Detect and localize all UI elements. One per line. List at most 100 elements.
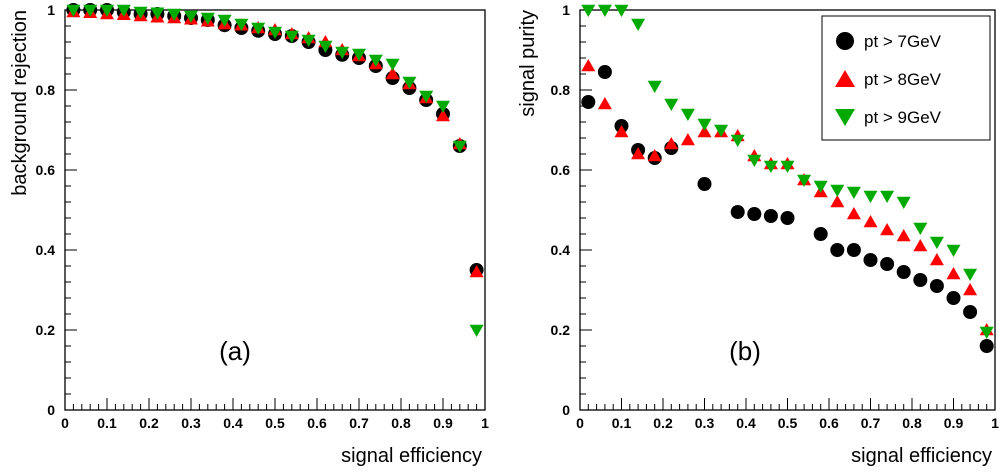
x-tick-label: 0.4 [736, 415, 756, 431]
point-pt9 [697, 118, 712, 131]
point-pt9 [647, 80, 662, 93]
point-pt9 [284, 30, 299, 43]
point-pt9 [896, 196, 911, 209]
point-pt7 [979, 339, 994, 353]
panel-a-background-rejection: 0 0.1 0.2 0.3 0.4 0.5 0.6 0.7 0.8 0.9 1 0 0.2 0.4 0.6 0… [9, 2, 489, 467]
point-pt9 [452, 140, 467, 153]
x-tick-label: 0.3 [695, 415, 715, 431]
point-pt8 [697, 125, 712, 138]
point-pt8 [631, 147, 646, 160]
point-pt8 [846, 207, 861, 220]
point-pt9 [116, 4, 131, 17]
point-pt9 [133, 6, 148, 19]
legend-label: pt > 8GeV [864, 70, 942, 89]
point-pt8 [929, 253, 944, 266]
point-pt9 [880, 190, 895, 203]
point-pt8 [880, 223, 895, 236]
point-pt9 [352, 48, 366, 61]
point-pt9 [929, 236, 944, 249]
point-pt7 [813, 227, 828, 241]
point-pt9 [83, 4, 98, 17]
x-tick-label: 0.2 [653, 415, 673, 431]
point-pt7 [780, 211, 795, 225]
x-tick-label: 0 [576, 415, 584, 431]
point-pt9 [184, 10, 198, 23]
point-pt9 [863, 190, 878, 203]
point-pt8 [946, 267, 961, 280]
point-pt9 [200, 12, 215, 25]
point-pt9 [301, 34, 316, 47]
point-pt8 [896, 229, 911, 242]
point-pt7 [763, 209, 778, 223]
point-pt9 [631, 18, 646, 31]
y-tick-label: 0.8 [36, 82, 56, 98]
legend-label: pt > 7GeV [864, 32, 942, 51]
point-pt7 [697, 177, 712, 191]
point-pt7 [747, 207, 762, 221]
panel-a-frame [64, 9, 486, 411]
x-tick-label: 0 [61, 415, 69, 431]
point-pt7 [846, 243, 861, 257]
point-pt8 [614, 125, 629, 138]
y-tick-label: 0.4 [36, 242, 56, 258]
panel-a-y-axis-title: background rejection [9, 10, 31, 196]
x-tick-label: 0.5 [265, 415, 285, 431]
point-pt8 [863, 215, 878, 228]
point-pt8 [385, 67, 400, 80]
point-pt8 [913, 239, 928, 252]
point-pt7 [946, 291, 961, 305]
x-tick-label: 0.7 [861, 415, 881, 431]
legend-marker-triangle-down [835, 109, 855, 126]
point-pt8 [963, 283, 978, 296]
x-tick-label: 0.3 [181, 415, 201, 431]
point-pt9 [66, 4, 81, 17]
point-pt9 [150, 7, 165, 20]
legend-marker-circle [836, 32, 854, 50]
point-pt9 [469, 324, 484, 337]
point-pt9 [730, 134, 745, 147]
legend-item-pt9: pt > 9GeV [835, 108, 942, 127]
panel-b-points [581, 4, 994, 353]
point-pt9 [763, 160, 778, 173]
point-pt7 [863, 253, 878, 267]
point-pt7 [597, 65, 612, 79]
point-pt7 [830, 243, 845, 257]
panel-b-tick-labels: 0 0.1 0.2 0.3 0.4 0.5 0.6 0.7 0.8 0.9 1 0 0.2 0.4 0.6 0… [551, 2, 1000, 431]
point-pt9 [100, 4, 114, 17]
panel-a-points [66, 3, 484, 337]
point-pt9 [664, 98, 679, 111]
point-pt7 [896, 265, 911, 279]
point-pt7 [963, 305, 978, 319]
point-pt9 [714, 124, 729, 137]
point-pt8 [581, 59, 596, 72]
point-pt9 [946, 244, 961, 257]
x-tick-label: 0.2 [139, 415, 159, 431]
x-tick-label: 0.8 [391, 415, 411, 431]
x-tick-label: 1 [991, 415, 999, 431]
point-pt9 [581, 4, 596, 17]
panel-a-tick-labels: 0 0.1 0.2 0.3 0.4 0.5 0.6 0.7 0.8 0.9 1 0 0.2 0.4 0.6 0… [36, 2, 490, 431]
x-tick-label: 0.7 [349, 415, 369, 431]
point-pt7 [913, 273, 928, 287]
point-pt9 [963, 268, 978, 281]
legend-item-pt7: pt > 7GeV [836, 32, 942, 51]
point-pt9 [436, 100, 450, 113]
point-pt7 [929, 279, 944, 293]
point-pt9 [335, 46, 350, 59]
point-pt8 [436, 109, 450, 122]
point-pt8 [664, 137, 679, 150]
legend-marker-triangle-up [835, 70, 855, 87]
x-tick-label: 0.8 [902, 415, 922, 431]
point-pt9 [597, 4, 612, 17]
point-pt9 [614, 4, 629, 17]
point-pt7 [730, 205, 745, 219]
point-pt8 [830, 195, 845, 208]
y-tick-label: 1 [562, 2, 570, 18]
x-tick-label: 0.9 [433, 415, 453, 431]
x-tick-label: 0.5 [778, 415, 798, 431]
point-pt8 [597, 97, 612, 110]
point-pt8 [680, 133, 695, 146]
point-pt9 [268, 26, 282, 39]
point-pt9 [797, 174, 812, 187]
point-pt9 [979, 326, 994, 339]
